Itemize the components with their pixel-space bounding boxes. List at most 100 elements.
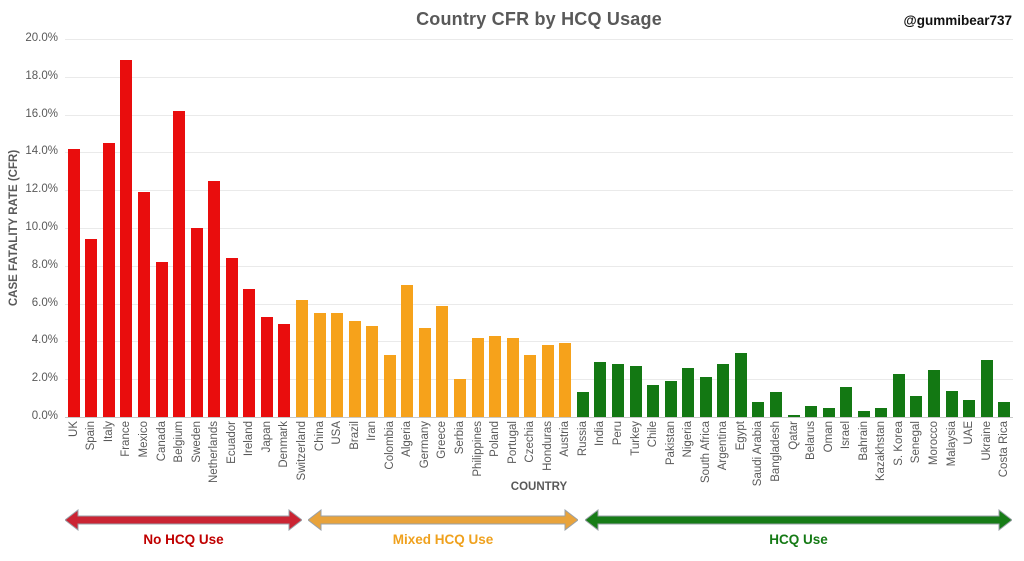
x-tick-label: Greece bbox=[436, 421, 449, 459]
bar-mexico bbox=[138, 192, 150, 417]
x-tick-label: Nigeria bbox=[682, 421, 695, 458]
bar-denmark bbox=[278, 324, 291, 417]
x-tick-label: Iran bbox=[366, 421, 379, 441]
x-tick-label: Serbia bbox=[454, 421, 466, 455]
bar-netherlands bbox=[208, 180, 221, 418]
bar-nigeria bbox=[682, 367, 695, 417]
x-tick-label: South Africa bbox=[699, 421, 712, 484]
bar-ukraine bbox=[980, 360, 993, 417]
bar-canada bbox=[155, 262, 168, 417]
x-tick-label: Argentina bbox=[717, 421, 730, 471]
bar-s-korea bbox=[892, 373, 905, 417]
bar-kazakhstan bbox=[875, 407, 888, 418]
bar-iran bbox=[366, 326, 379, 417]
group-arrow-no-hcq-use bbox=[65, 509, 302, 531]
y-tick-label: 12.0% bbox=[25, 183, 58, 196]
x-tick-label: Ukraine bbox=[980, 421, 993, 461]
x-tick-label: Algeria bbox=[401, 421, 414, 457]
x-tick-label: UAE bbox=[963, 421, 976, 445]
y-tick-label: 8.0% bbox=[31, 258, 58, 271]
x-tick-label: Morocco bbox=[928, 421, 940, 466]
bar-south-africa bbox=[699, 377, 712, 417]
chart-title: Country CFR by HCQ Usage bbox=[416, 9, 662, 29]
x-tick-label: Bangladesh bbox=[770, 421, 782, 482]
bar-sweden bbox=[190, 228, 203, 417]
gridline bbox=[65, 152, 1013, 154]
x-tick-label: Canada bbox=[155, 421, 168, 462]
x-tick-label: Chile bbox=[647, 421, 660, 448]
bar-egypt bbox=[734, 352, 747, 417]
x-tick-label: Egypt bbox=[734, 421, 747, 451]
x-tick-label: Qatar bbox=[787, 421, 800, 450]
bar-turkey bbox=[629, 366, 642, 417]
bar-usa bbox=[331, 313, 344, 418]
gridline bbox=[65, 265, 1013, 267]
x-tick-label: Philippines bbox=[471, 421, 484, 477]
x-tick-label: Costa Rica bbox=[998, 421, 1011, 478]
bar-costa-rica bbox=[998, 401, 1011, 417]
x-tick-label: Japan bbox=[260, 421, 273, 453]
x-tick-label: Belarus bbox=[805, 421, 818, 460]
bar-serbia bbox=[454, 379, 466, 417]
x-tick-label: Denmark bbox=[278, 421, 291, 468]
y-tick-label: 16.0% bbox=[25, 107, 58, 120]
bar-peru bbox=[612, 364, 624, 417]
x-tick-label: China bbox=[313, 421, 326, 452]
bar-uae bbox=[963, 400, 976, 417]
x-tick-label: Kazakhstan bbox=[875, 421, 888, 482]
bar-saudi-arabia bbox=[752, 401, 765, 417]
x-tick-label: Portugal bbox=[506, 421, 519, 464]
x-tick-label: Peru bbox=[612, 421, 624, 446]
bar-algeria bbox=[401, 284, 414, 417]
gridline bbox=[65, 114, 1013, 116]
bar-spain bbox=[85, 239, 98, 417]
bar-senegal bbox=[910, 396, 923, 417]
x-tick-label: Belgium bbox=[173, 421, 186, 463]
x-tick-label: India bbox=[594, 421, 607, 446]
x-tick-label: Bahrain bbox=[857, 421, 870, 461]
x-tick-label: Colombia bbox=[383, 421, 396, 470]
bar-israel bbox=[840, 386, 853, 417]
bar-greece bbox=[436, 305, 449, 417]
bar-philippines bbox=[471, 337, 484, 417]
x-tick-label: Mexico bbox=[138, 421, 150, 458]
bar-malaysia bbox=[945, 390, 958, 417]
bar-pakistan bbox=[664, 381, 677, 417]
x-tick-label: Ireland bbox=[243, 421, 256, 457]
gridline bbox=[65, 76, 1013, 78]
bar-argentina bbox=[717, 364, 730, 417]
x-tick-label: Ecuador bbox=[225, 421, 238, 464]
x-tick-label: Israel bbox=[840, 421, 853, 450]
x-tick-label: S. Korea bbox=[892, 421, 905, 466]
x-tick-label: Austria bbox=[559, 421, 572, 457]
gridline bbox=[65, 39, 1013, 40]
bar-belgium bbox=[173, 110, 186, 417]
x-axis-title: COUNTRY bbox=[510, 481, 568, 493]
bar-russia bbox=[576, 392, 589, 417]
y-tick-label: 18.0% bbox=[25, 69, 58, 82]
bar-india bbox=[594, 362, 607, 417]
bar-germany bbox=[418, 328, 431, 417]
x-tick-label: USA bbox=[331, 421, 344, 445]
x-tick-label: Saudi Arabia bbox=[752, 421, 765, 487]
bar-bahrain bbox=[857, 411, 870, 417]
group-arrow-hcq-use bbox=[585, 509, 1012, 531]
gridline bbox=[65, 228, 1013, 229]
bar-oman bbox=[822, 407, 835, 418]
bar-uk bbox=[67, 148, 80, 417]
x-tick-label: UK bbox=[67, 421, 80, 437]
y-tick-label: 2.0% bbox=[31, 372, 58, 385]
x-tick-label: Malaysia bbox=[945, 421, 958, 467]
bar-honduras bbox=[541, 345, 554, 417]
gridline bbox=[65, 303, 1013, 305]
bar-belarus bbox=[805, 405, 818, 417]
group-label-no-hcq-use: No HCQ Use bbox=[143, 532, 224, 547]
x-tick-label: Oman bbox=[822, 421, 835, 453]
arrow-shape bbox=[65, 509, 302, 531]
bar-portugal bbox=[506, 337, 519, 417]
bar-morocco bbox=[928, 369, 940, 418]
bar-italy bbox=[102, 142, 115, 417]
bar-czechia bbox=[524, 354, 537, 417]
group-arrow-mixed-hcq-use bbox=[308, 509, 578, 531]
attribution-handle: @gummibear737 bbox=[903, 13, 1012, 28]
